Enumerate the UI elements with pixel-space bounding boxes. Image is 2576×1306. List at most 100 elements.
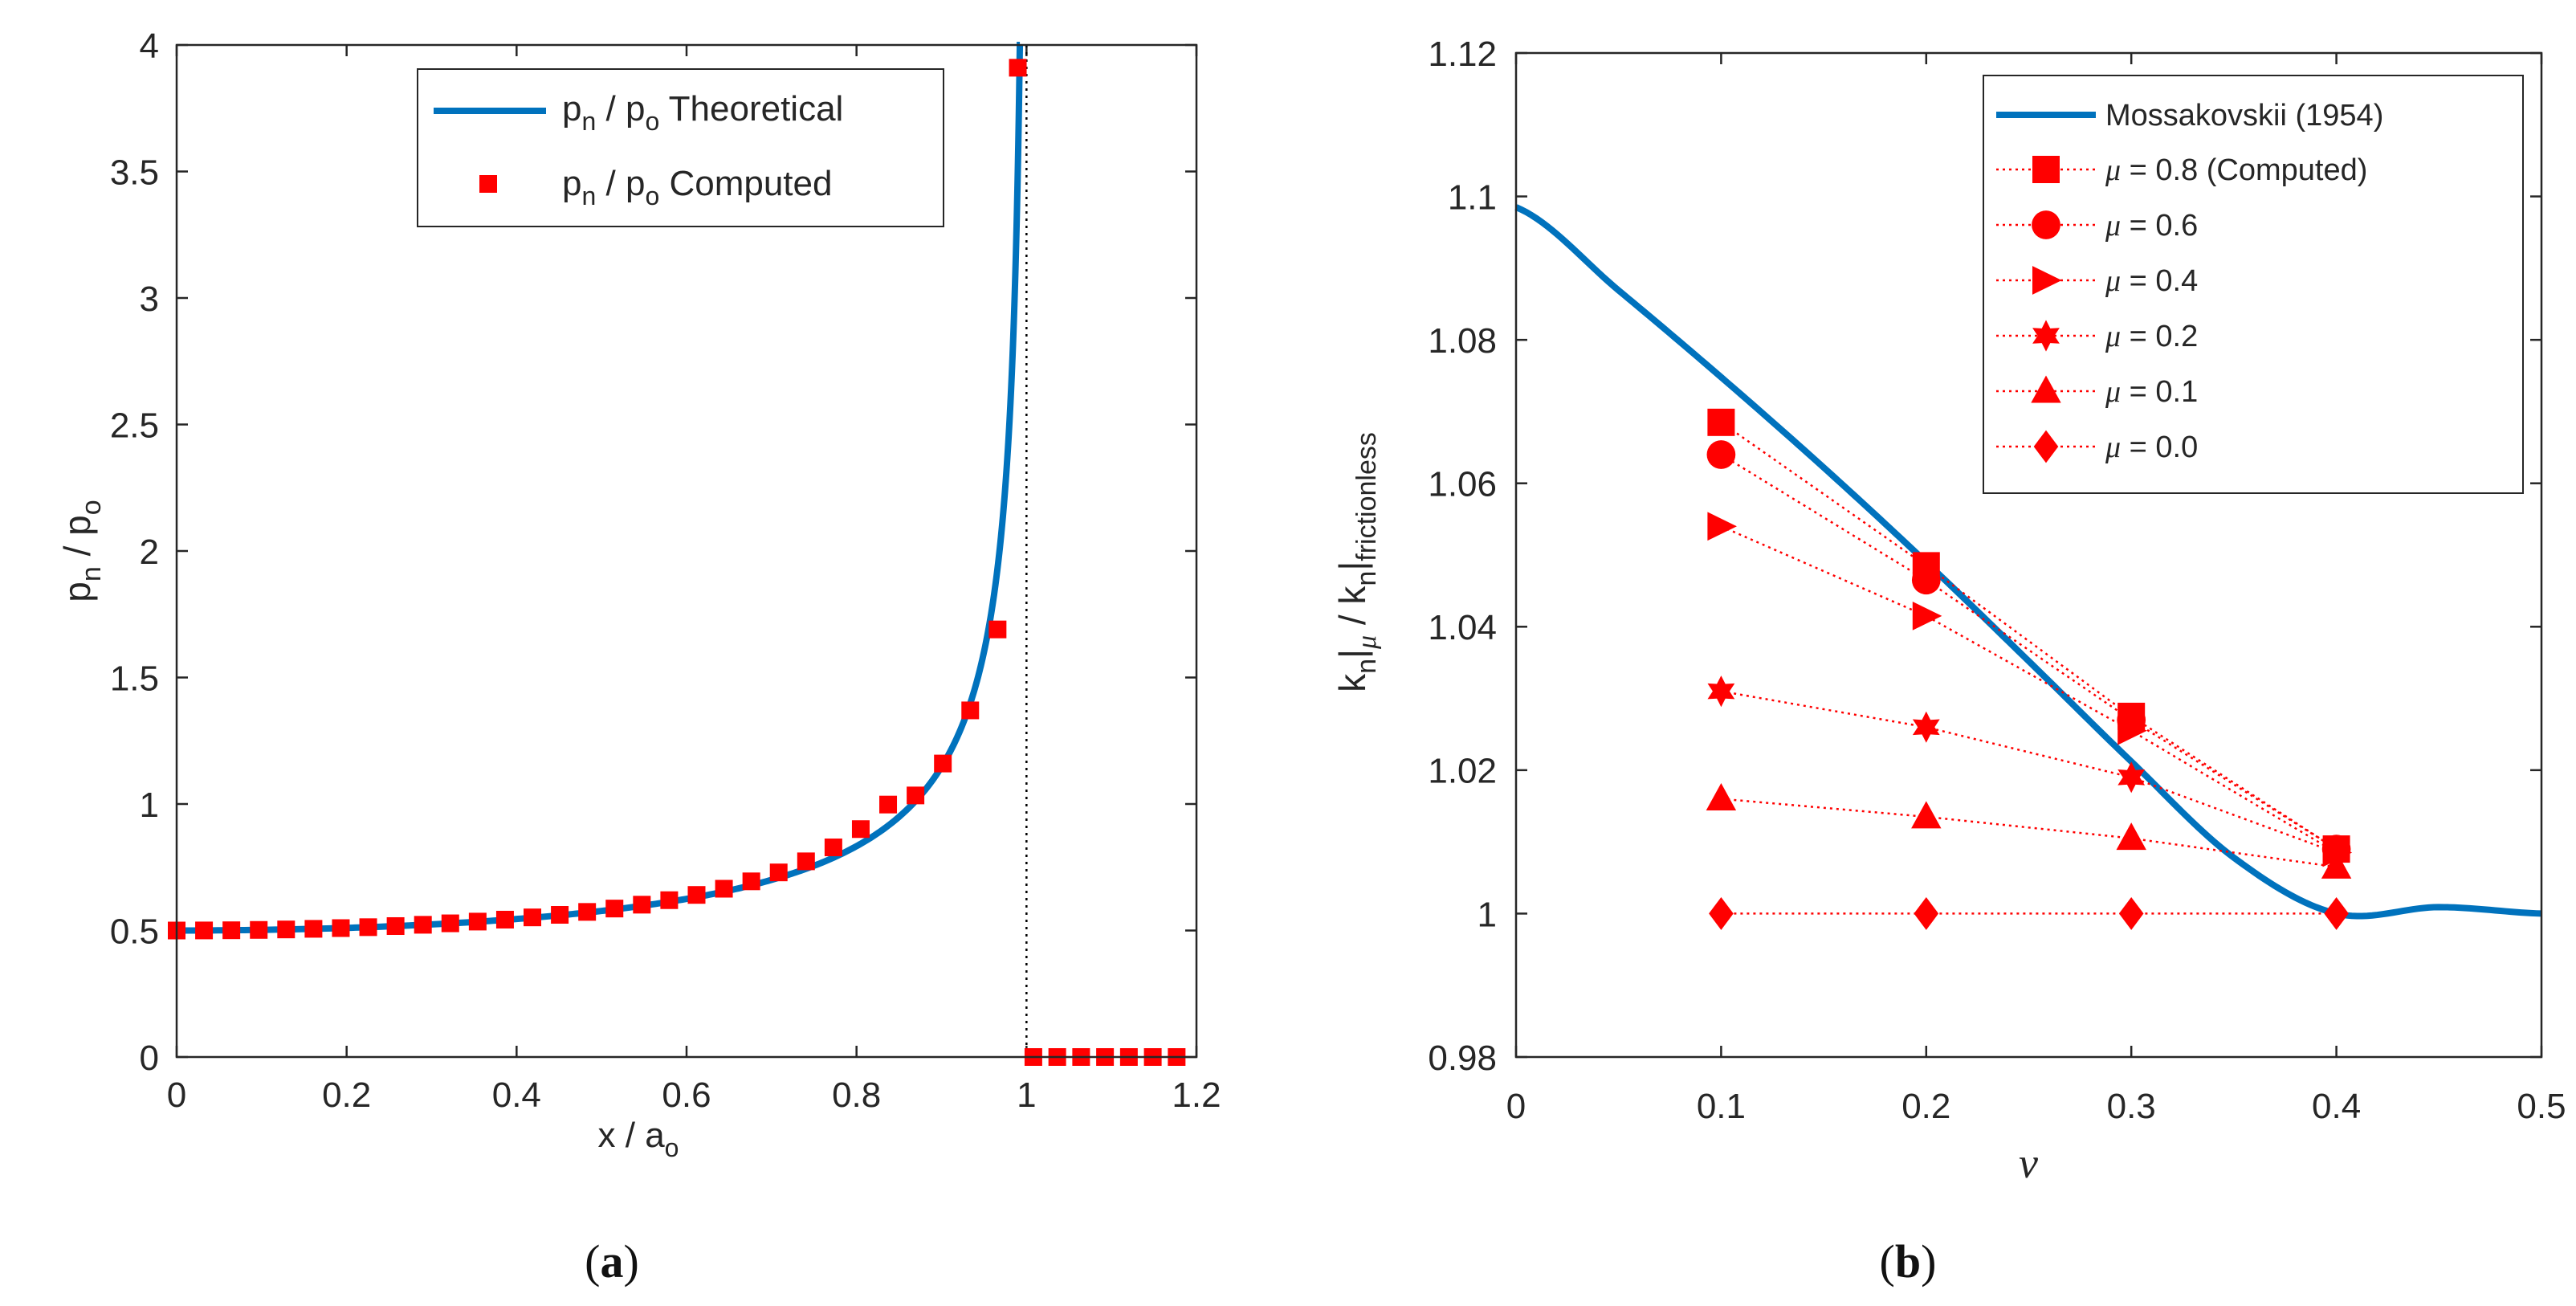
series-point-diamond [1709,897,1734,930]
panel-b-legend-mu-01: μ = 0.1 [2105,375,2198,409]
series-point-hexagram [1912,711,1940,743]
panel-b-legend-markers [1996,156,2096,463]
x-tick-label: 0.3 [2107,1087,2156,1126]
series-point-circle [1706,440,1736,469]
legend-marker-hexagram [2032,320,2060,352]
computed-point [687,886,706,904]
panel-a-legend-theoretical: pn / po Theoretical [562,89,843,136]
panel-b-legend-box [1983,75,2524,494]
x-tick-label: 0.4 [492,1075,541,1115]
computed-point [660,891,679,909]
series-point-triangle-right [1707,512,1737,541]
series-point-triangle-right [2117,716,2147,745]
series-point-triangle-up [1706,783,1737,811]
series-point-diamond [2118,897,2144,930]
panel-b-legend-mu-02: μ = 0.2 [2105,320,2198,353]
computed-point [715,880,733,898]
legend-marker-diamond [2033,430,2059,463]
computed-point [851,820,870,839]
x-tick-label: 0.2 [322,1075,371,1115]
legend-marker-square [2032,156,2060,183]
panel-b-legend: Mossakovskii (1954) μ = 0.8 (Computed) μ… [1983,75,2524,494]
computed-point [934,754,952,773]
computed-point [988,620,1007,639]
panel-a-caption: (a) [585,1235,639,1288]
x-tick-label: 0 [1506,1087,1526,1126]
computed-point [277,920,296,939]
series-point-circle [1911,565,1941,595]
series-dotted-line [1720,453,2338,851]
y-tick-label: 1 [140,786,159,825]
panel-a-x-tick-labels: 0 0.2 0.4 0.6 0.8 1 1.2 [167,1075,1221,1115]
computed-point [907,786,925,805]
panel-a-legend: pn / po Theoretical pn / po Computed [417,68,944,227]
y-tick-label: 4 [140,27,159,66]
panel-b-plot-area [1514,204,2542,930]
panel-a-plot-area [168,42,1186,1066]
y-tick-label: 1.02 [1428,752,1497,791]
panel-b-y-axis-label: kn|μ / kn|frictionless [1331,432,1382,692]
computed-point [961,701,980,720]
computed-point [524,908,542,927]
legend-marker-circle [2032,210,2060,239]
computed-point [359,918,377,937]
series-point-triangle-up [2116,822,2146,851]
y-tick-label: 1.06 [1428,465,1497,504]
computed-point [386,916,405,935]
series-point-hexagram [2117,761,2146,794]
mossakovskii-curve [1514,204,2542,920]
y-tick-label: 1.04 [1428,608,1497,647]
series-point-square [1707,408,1735,436]
y-tick-label: 0.5 [110,912,159,951]
series-dotted-line [1720,525,2338,854]
panel-a-legend-box [417,68,944,227]
series-point-triangle-up [2321,851,2352,879]
computed-point [250,920,268,939]
series-point-hexagram [1707,675,1735,708]
panel-b-x-tick-labels: 0 0.1 0.2 0.3 0.4 0.5 [1506,1087,2566,1126]
computed-point [495,910,514,928]
computed-point [824,838,842,856]
series-dotted-line [1721,798,2337,868]
computed-point [742,872,760,891]
x-tick-label: 0.6 [662,1075,711,1115]
legend-marker-triangle-right [2032,266,2062,295]
panel-b-legend-mu-04: μ = 0.4 [2105,264,2198,298]
y-tick-label: 2 [140,533,159,572]
computed-point [605,900,624,918]
computed-point [414,916,432,934]
computed-point [1009,59,1027,77]
computed-point [468,912,487,931]
series-dotted-line [1721,690,2338,854]
series-point-diamond [2324,897,2349,930]
panel-b-y-tick-labels: 0.98 1 1.02 1.04 1.06 1.08 1.1 1.12 [1428,35,1497,1078]
x-tick-label: 0.1 [1697,1087,1746,1126]
panel-b-legend-mu-06: μ = 0.6 [2105,209,2198,243]
panel-a-legend-square-marker [479,175,497,193]
y-tick-label: 3 [140,280,159,319]
panel-a: 0 0.2 0.4 0.6 0.8 1 1.2 0 0.5 1 1.5 2 2.5 3 3.5 4 x / … [56,27,1221,1288]
y-tick-label: 1.08 [1428,321,1497,361]
y-tick-label: 1 [1478,895,1497,934]
panel-b-legend-mossakovskii: Mossakovskii (1954) [2105,99,2383,133]
x-tick-label: 1 [1017,1075,1036,1115]
panel-b-legend-mu-00: μ = 0.0 [2105,431,2198,464]
y-tick-label: 2.5 [110,406,159,445]
panel-b: 0 0.1 0.2 0.3 0.4 0.5 0.98 1 1.02 1.04 1.06 1.08 1.… [1331,35,2566,1288]
computed-point [304,920,323,938]
y-tick-label: 3.5 [110,153,159,192]
y-tick-label: 0.98 [1428,1039,1497,1078]
x-tick-label: 0.5 [2517,1087,2566,1126]
y-tick-label: 1.12 [1428,35,1497,74]
y-tick-label: 1.1 [1448,178,1497,217]
x-tick-label: 0.4 [2312,1087,2361,1126]
panel-a-y-tick-labels: 0 0.5 1 1.5 2 2.5 3 3.5 4 [110,27,159,1078]
computed-point [797,852,815,871]
computed-point [578,903,597,921]
x-tick-label: 0 [167,1075,186,1115]
computed-point [332,919,350,937]
panel-a-y-axis-label: pn / po [56,500,107,602]
panel-b-legend-mu-08: μ = 0.8 (Computed) [2105,153,2367,187]
y-tick-label: 1.5 [110,659,159,698]
panel-b-axes-box [1514,51,2543,1059]
